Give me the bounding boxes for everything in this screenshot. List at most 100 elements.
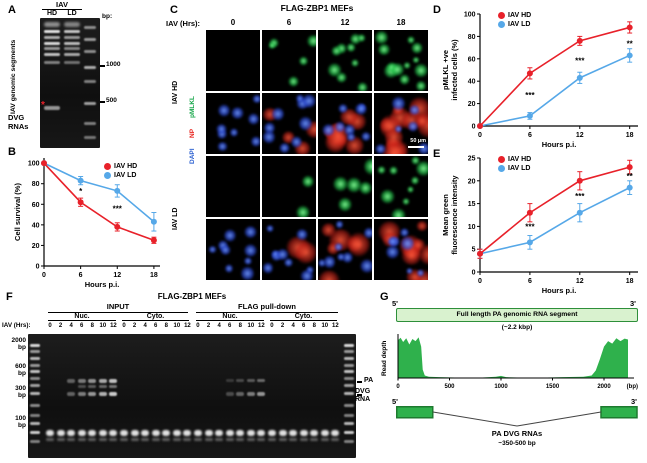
micrograph-tile: [206, 93, 260, 154]
gel-band: [30, 370, 40, 373]
chart-read-depth: 0 500 1000 1500 2000 (bp): [396, 334, 638, 390]
cell-blob: [262, 262, 273, 274]
lane-number: 0: [122, 323, 126, 329]
group-header-flag-pulldown: FLAG pull-down: [196, 302, 338, 313]
y-tick-label: 0: [472, 124, 476, 131]
lane-number: 2: [58, 323, 63, 329]
timepoint-header: 0: [230, 18, 236, 27]
iav-hrs-label: IAV (Hrs):: [166, 19, 201, 28]
cell-blob: [361, 131, 372, 142]
y-tick-label: 5: [472, 247, 476, 254]
micrograph-tile: 50 µm: [374, 93, 428, 154]
y-tick-label: 20: [468, 178, 476, 185]
cell-blob: [271, 106, 284, 121]
gel-band: [215, 438, 224, 441]
cell-blob: [298, 115, 313, 131]
gel-band: [246, 379, 255, 382]
bp-marker-600: 600 bp: [15, 363, 26, 377]
gel-band: [64, 42, 80, 45]
panel-g-label: G: [380, 291, 389, 303]
gel-band: [44, 106, 60, 110]
micrograph-grid: 50 µm: [206, 30, 428, 280]
gel-band: [299, 430, 308, 436]
legend-item-iav-ld: IAV LD: [498, 21, 531, 28]
cell-blob: [401, 197, 410, 205]
bp-marker-2000: 2000 bp: [11, 337, 26, 351]
cell-blob: [263, 122, 275, 134]
cell-blob: [357, 33, 366, 43]
gel-band: [344, 431, 354, 434]
cell-blob: [390, 207, 407, 217]
gel-band: [151, 430, 160, 436]
scale-bar: [408, 146, 424, 148]
legend-label-ld: IAV LD: [508, 21, 531, 28]
gel-band: [204, 438, 213, 441]
subgroup-cyto-flag: Cyto.: [270, 313, 337, 321]
gel-band: [151, 438, 160, 441]
cell-blob: [320, 222, 336, 238]
channel-label-pmlkl: pMLKL: [189, 95, 196, 119]
cell-blob: [389, 166, 399, 175]
cell-blob: [318, 258, 326, 268]
x-axis-label: Hours p.i.: [542, 140, 577, 149]
gel-band: [30, 414, 40, 417]
series-line: [479, 166, 630, 255]
legend-dot-hd: [498, 12, 505, 19]
y-tick-label: 100: [28, 161, 40, 168]
data-point: [114, 223, 121, 230]
lane-label-ld: LD: [67, 10, 77, 17]
legend-label-hd: IAV HD: [508, 156, 532, 163]
significance-marker: ***: [525, 91, 535, 100]
legend-label-hd: IAV HD: [508, 12, 532, 19]
lane-number: 4: [143, 323, 147, 329]
lane-number: 4: [217, 323, 221, 329]
cell-blob: [405, 267, 414, 275]
cell-blob: [363, 157, 372, 177]
gel-band: [344, 344, 354, 347]
data-point: [150, 237, 157, 244]
significance-marker: ***: [575, 192, 585, 201]
gel-band: [84, 50, 96, 53]
gel-band: [30, 392, 40, 395]
junction-line-left: [432, 411, 518, 427]
cell-blob: [339, 109, 360, 126]
cell-blob: [345, 42, 357, 52]
gel-band: [98, 392, 107, 396]
cell-blob: [216, 124, 227, 134]
panel-a-label: A: [8, 4, 16, 16]
significance-marker: ***: [113, 204, 123, 213]
cell-blob: [298, 55, 308, 66]
cell-blob: [321, 123, 336, 137]
x-axis-label: Hours p.i.: [85, 280, 120, 289]
marker-tick-500: [100, 101, 105, 103]
timepoint-header: 12: [340, 18, 350, 27]
legend-item-iav-hd: IAV HD: [498, 156, 531, 163]
gel-band: [141, 430, 150, 436]
gel-band: [320, 438, 329, 441]
y-tick-label: 20: [468, 101, 476, 108]
data-point: [526, 112, 533, 119]
gel-band: [257, 430, 266, 436]
cell-blob: [401, 235, 415, 251]
series-line: [43, 162, 155, 223]
gel-band: [88, 438, 97, 441]
cell-blob: [410, 156, 420, 165]
gel-band: [141, 438, 150, 441]
cell-blob: [331, 45, 343, 57]
cell-blob: [363, 226, 372, 239]
cell-blob: [389, 63, 405, 77]
gel-band: [130, 438, 139, 441]
data-point: [41, 160, 47, 167]
cell-blob: [265, 224, 274, 232]
gel-band: [46, 438, 54, 441]
gel-band: [98, 430, 107, 436]
cell-blob: [251, 95, 260, 104]
gel-band: [344, 404, 354, 407]
gel-band: [64, 53, 80, 56]
gel-band: [109, 379, 118, 383]
gel-band: [30, 364, 40, 367]
panel-c-label: C: [170, 4, 178, 16]
panel-e-label: E: [433, 148, 441, 160]
cell-blob: [411, 56, 420, 64]
gel-band: [246, 430, 255, 436]
